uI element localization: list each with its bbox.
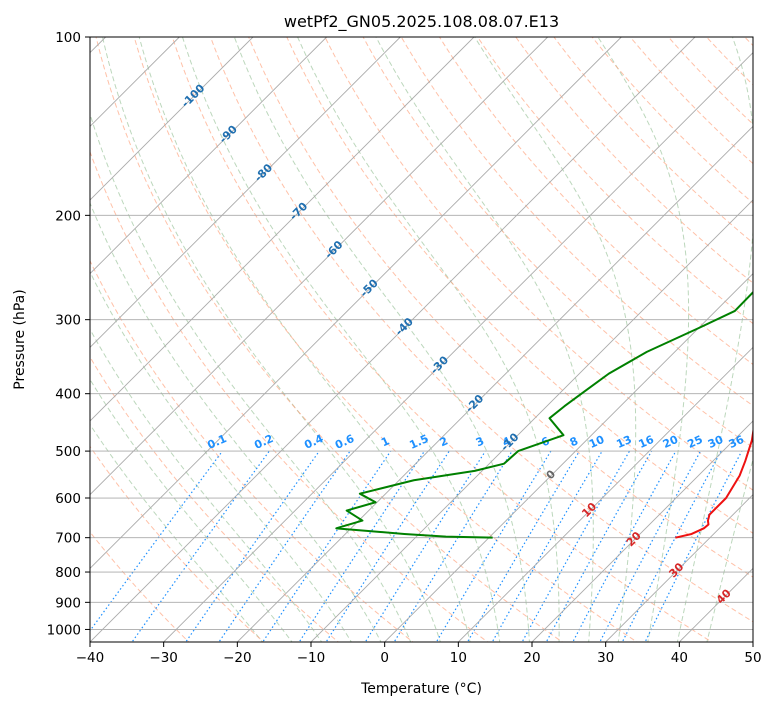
isotherm-line (90, 37, 622, 569)
mixing-ratio-line (298, 450, 425, 642)
y-tick-label: 1000 (47, 622, 81, 638)
mixing-ratio-label: 25 (685, 433, 704, 451)
x-tick-label: 10 (450, 650, 467, 666)
mixing-ratio-label: 30 (706, 433, 726, 451)
isotherm-line (90, 37, 327, 275)
moist-adiabat-line (90, 423, 264, 642)
mixing-ratio-label: 36 (727, 433, 747, 451)
y-tick-label: 900 (55, 595, 81, 611)
mixing-ratio-line (599, 450, 702, 642)
mixing-ratio-line (131, 450, 270, 642)
x-axis-title: Temperature (°C) (360, 681, 482, 697)
x-tick-label: −30 (149, 650, 178, 666)
dry-adiabat-line (324, 37, 753, 491)
mixing-ratio-label: 10 (587, 433, 607, 451)
y-axis: 1000 900 800 700 600 500 400 300 200 100 (47, 30, 90, 638)
isotherm-line (237, 125, 753, 642)
mixing-ratio-line (393, 450, 513, 642)
mixing-ratio-line (364, 450, 486, 642)
x-tick-label: −20 (223, 650, 252, 666)
temperature-profile-line (675, 426, 753, 539)
profile-series (335, 290, 753, 539)
mixing-ratio-line (218, 450, 351, 642)
mixing-ratio-label: 13 (614, 433, 633, 451)
y-tick-label: 100 (55, 30, 81, 46)
isotherm-line (384, 273, 753, 642)
dry-adiabat-line (286, 37, 753, 534)
mixing-ratio-line (325, 450, 450, 642)
dry-adiabat-line (400, 37, 753, 407)
plot-frame (89, 36, 754, 643)
mixing-ratio-line (466, 450, 580, 642)
isotherm-line (605, 494, 753, 642)
mixing-ratio-label: 16 (637, 433, 657, 451)
isotherms (90, 37, 753, 642)
isotherm-line (310, 199, 753, 642)
isotherm-line (531, 420, 753, 642)
chart-title: wetPf2_GN05.2025.108.08.07.E13 (284, 12, 559, 32)
x-tick-label: 40 (671, 650, 688, 666)
y-axis-title: Pressure (hPa) (12, 289, 28, 389)
isotherm-line (163, 52, 753, 642)
isotherm-line (752, 641, 753, 642)
isotherm-line (458, 346, 753, 642)
dry-adiabat-line (438, 37, 753, 366)
y-tick-label: 400 (55, 387, 81, 403)
y-tick-label: 800 (55, 565, 81, 581)
x-tick-label: 50 (744, 650, 761, 666)
isotherm-line (90, 37, 475, 422)
y-tick-label: 200 (55, 208, 81, 224)
x-tick-label: 20 (523, 650, 540, 666)
isotherm-line (90, 37, 254, 201)
moist-adiabat-line (90, 378, 293, 642)
dry-adiabat-line (171, 37, 713, 642)
y-tick-label: 700 (55, 531, 81, 547)
y-tick-label: 600 (55, 491, 81, 507)
x-tick-label: 30 (597, 650, 614, 666)
x-tick-label: 0 (380, 650, 389, 666)
x-axis: −40 −30 −20 −10 0 10 20 30 40 50 (76, 642, 762, 666)
mixing-ratio-label: 20 (661, 433, 681, 451)
x-tick-label: −40 (76, 650, 105, 666)
mixing-ratio-line (185, 450, 320, 642)
y-tick-label: 500 (55, 444, 81, 460)
isobars (90, 36, 753, 630)
mixing-ratio-line (90, 450, 223, 632)
x-tick-label: −10 (297, 650, 326, 666)
mixing-ratio-line (262, 450, 392, 642)
dewpoint-profile-line (335, 290, 753, 539)
mixing-ratio-line (621, 450, 722, 642)
isotherm-line (90, 37, 401, 348)
isotherm-line (90, 37, 696, 642)
dry-adiabat-line (515, 37, 753, 284)
plot-background (90, 37, 753, 642)
y-tick-label: 300 (55, 313, 81, 329)
mixing-ratio-line (572, 450, 677, 642)
isotherm-line (90, 37, 548, 496)
dry-adiabat-line (248, 37, 753, 578)
mixing-ratio-lines (90, 450, 743, 642)
